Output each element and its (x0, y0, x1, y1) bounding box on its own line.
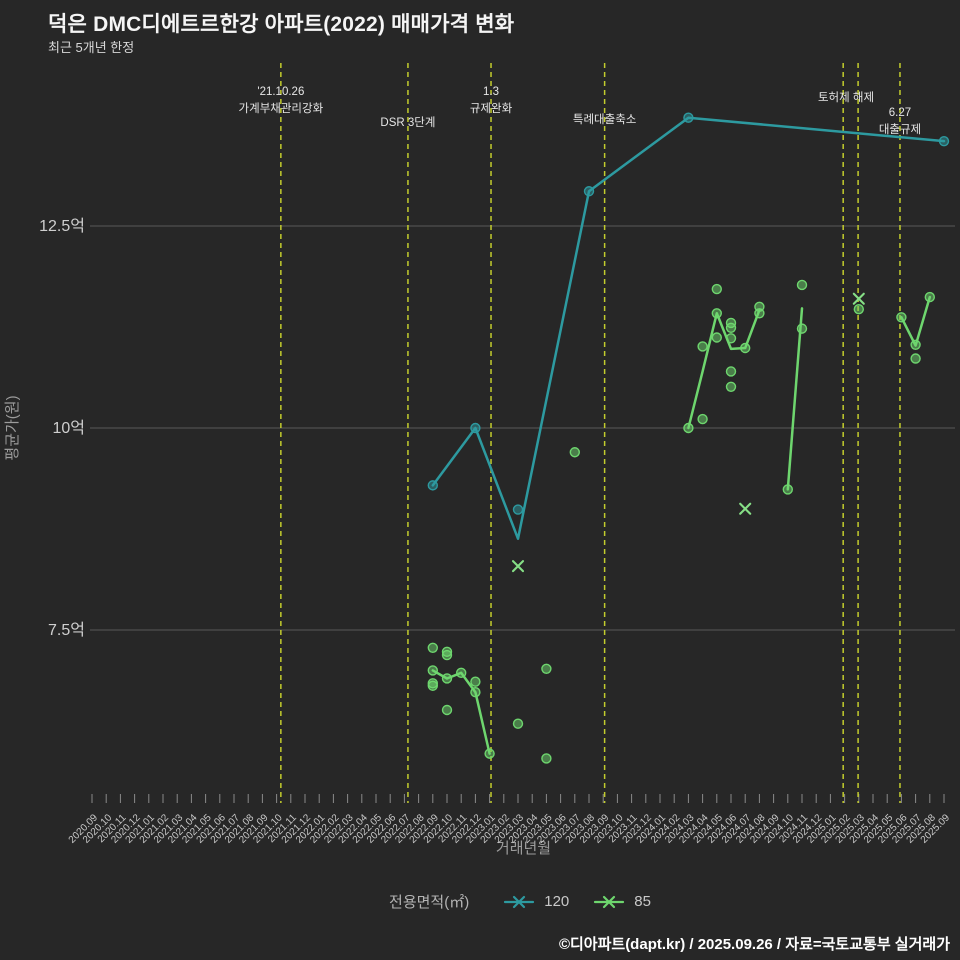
data-point (569, 447, 580, 458)
x-marker (511, 560, 525, 573)
data-point (683, 422, 694, 434)
data-point (938, 135, 950, 147)
data-point (853, 304, 864, 315)
x-marker (852, 292, 865, 305)
policy-event-label: 6.27 (889, 107, 911, 119)
data-point (441, 649, 453, 661)
policy-event-label: 1.3 (483, 86, 499, 98)
y-tick-label: 7.5억 (48, 621, 85, 639)
legend-item-label: 85 (634, 893, 651, 910)
data-point (896, 312, 907, 323)
svg-text:평균가(원): 평균가(원) (4, 395, 21, 460)
data-point (583, 186, 595, 197)
data-point (910, 339, 921, 350)
data-point (796, 279, 808, 291)
legend-title: 전용면적(㎡) (389, 894, 470, 911)
policy-event-label: 가계부채관리강화 (239, 102, 324, 115)
data-point (470, 422, 481, 434)
series-120-line (431, 116, 946, 540)
x-tick-labels: 2020.092020.102020.112020.122021.012021.… (67, 812, 953, 846)
data-point (725, 366, 737, 377)
data-point (441, 704, 453, 716)
y-tick-label: 10억 (52, 419, 85, 437)
data-point (697, 413, 708, 425)
data-point (427, 680, 438, 691)
data-point (541, 753, 552, 764)
policy-event-label: DSR 3단계 (380, 116, 435, 129)
series-85-x-markers (511, 292, 865, 573)
data-point (924, 291, 935, 303)
line-x-marker-icon (594, 895, 625, 908)
series-85-line (431, 295, 932, 755)
data-point (512, 504, 524, 515)
data-point (427, 642, 438, 653)
data-point (427, 480, 438, 491)
data-point (470, 676, 481, 687)
y-tick-labels: 12.5억 10억 7.5억 (39, 217, 85, 639)
data-point (725, 333, 737, 344)
y-axis-title: 평균가(원) (4, 395, 21, 460)
svg-text:거래년월: 거래년월 (496, 840, 551, 857)
x-axis-title: 거래년월 (496, 840, 551, 857)
legend-item-label: 120 (544, 893, 570, 910)
data-point (910, 353, 921, 364)
x-marker (739, 502, 752, 515)
gridlines (90, 225, 955, 631)
data-point (456, 667, 467, 679)
data-point (512, 718, 524, 729)
data-point (441, 673, 453, 684)
data-point (782, 484, 793, 495)
data-point (711, 332, 722, 343)
chart-title: 덕은 DMC디에트르한강 아파트(2022) 매매가격 변화 (48, 13, 515, 36)
data-point (470, 687, 481, 698)
series-120-points (427, 112, 950, 515)
source-caption: ©디아파트(dapt.kr) / 2025.09.26 / 자료=국토교통부 실… (558, 936, 950, 953)
chart-subtitle: 최근 5개년 한정 (48, 40, 135, 55)
policy-event-label: 토허제 해제 (818, 91, 874, 104)
legend-item-85[interactable]: 85 (593, 893, 651, 910)
series-85-points (427, 279, 935, 764)
line-x-marker-icon (504, 895, 535, 908)
policy-event-label: 대출규제 (879, 123, 921, 136)
data-point (484, 748, 495, 759)
policy-event-label: 규제완화 (470, 102, 513, 115)
data-point (697, 341, 708, 352)
data-point (725, 322, 737, 334)
data-point (754, 308, 765, 319)
data-point (427, 665, 438, 676)
data-point (541, 663, 552, 674)
event-lines (280, 63, 901, 803)
data-point (683, 112, 694, 123)
legend-item-120[interactable]: 120 (503, 893, 569, 910)
data-point (711, 283, 722, 295)
data-point (796, 323, 808, 334)
y-tick-label: 12.5억 (39, 217, 85, 235)
x-axis-ticks (91, 794, 945, 803)
data-point (725, 381, 737, 392)
policy-event-label: '21.10.26 (257, 86, 304, 98)
legend: 전용면적(㎡) 120 85 (80, 891, 960, 912)
data-point (711, 308, 722, 319)
policy-event-label: 특례대출축소 (573, 113, 636, 126)
data-point (740, 342, 751, 354)
